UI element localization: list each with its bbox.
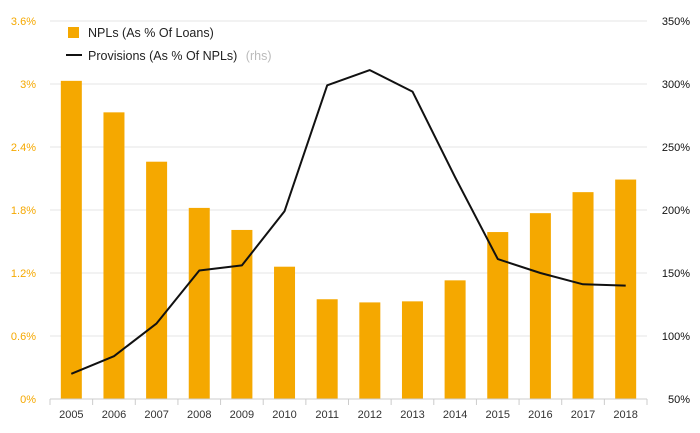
bar-series xyxy=(60,80,637,399)
left-axis-tick-label: 3% xyxy=(20,79,36,91)
legend-swatch-npl xyxy=(68,27,79,38)
axes: 0% 0.6% 1.2% 1.8% 2.4% 3% 3.6% 50% 100% 150% 200% 2… xyxy=(11,16,690,421)
x-axis-tick-label: 2012 xyxy=(358,409,382,421)
x-axis-tick-label: 2015 xyxy=(486,409,510,421)
right-axis-tick-label: 100% xyxy=(662,331,690,343)
x-axis-tick-label: 2017 xyxy=(571,409,595,421)
legend-label-rhs: (rhs) xyxy=(246,49,272,63)
right-axis-tick-label: 50% xyxy=(668,394,690,406)
right-axis-tick-label: 350% xyxy=(662,16,690,28)
x-axis-tick-label: 2007 xyxy=(144,409,168,421)
left-axis-tick-label: 0.6% xyxy=(11,331,36,343)
bar xyxy=(231,229,253,399)
legend: NPLs (As % Of Loans) Provisions (As % Of… xyxy=(66,26,272,64)
left-axis-tick-label: 0% xyxy=(20,394,36,406)
right-axis-tick-label: 150% xyxy=(662,268,690,280)
bar xyxy=(615,179,637,399)
x-axis-tick-label: 2013 xyxy=(400,409,424,421)
x-axis-tick-label: 2018 xyxy=(613,409,637,421)
left-axis-tick-label: 3.6% xyxy=(11,16,36,28)
x-axis-tick-label: 2010 xyxy=(272,409,296,421)
legend-provisions-text: Provisions (As % Of NPLs) (rhs) xyxy=(88,47,272,64)
x-axis-tick-label: 2009 xyxy=(230,409,254,421)
x-axis-tick-label: 2008 xyxy=(187,409,211,421)
left-axis-tick-label: 2.4% xyxy=(11,142,36,154)
x-axis-tick-label: 2006 xyxy=(102,409,126,421)
x-axis-tick-label: 2014 xyxy=(443,409,467,421)
x-axis-tick-label: 2005 xyxy=(59,409,83,421)
bar xyxy=(103,112,125,399)
bar xyxy=(487,232,509,399)
bar xyxy=(146,161,168,399)
x-axis-tick-label: 2011 xyxy=(315,409,339,421)
provisions-line xyxy=(70,69,626,375)
bar xyxy=(529,213,551,399)
bar xyxy=(316,299,338,399)
legend-label-provisions: Provisions (As % Of NPLs) xyxy=(88,49,237,63)
x-axis-tick-label: 2016 xyxy=(528,409,552,421)
legend-label-npl: NPLs (As % Of Loans) xyxy=(88,26,214,40)
bar xyxy=(274,266,296,399)
bar xyxy=(359,302,381,399)
left-axis-tick-label: 1.2% xyxy=(11,268,36,280)
bar xyxy=(572,192,594,399)
bar xyxy=(60,80,82,399)
right-axis-tick-label: 250% xyxy=(662,142,690,154)
bar xyxy=(188,207,210,399)
line-series xyxy=(70,69,626,375)
bar xyxy=(401,301,423,399)
left-axis-tick-label: 1.8% xyxy=(11,205,36,217)
grid-lines xyxy=(50,20,647,337)
bar xyxy=(444,280,466,399)
right-axis-tick-label: 200% xyxy=(662,205,690,217)
right-axis-tick-label: 300% xyxy=(662,79,690,91)
